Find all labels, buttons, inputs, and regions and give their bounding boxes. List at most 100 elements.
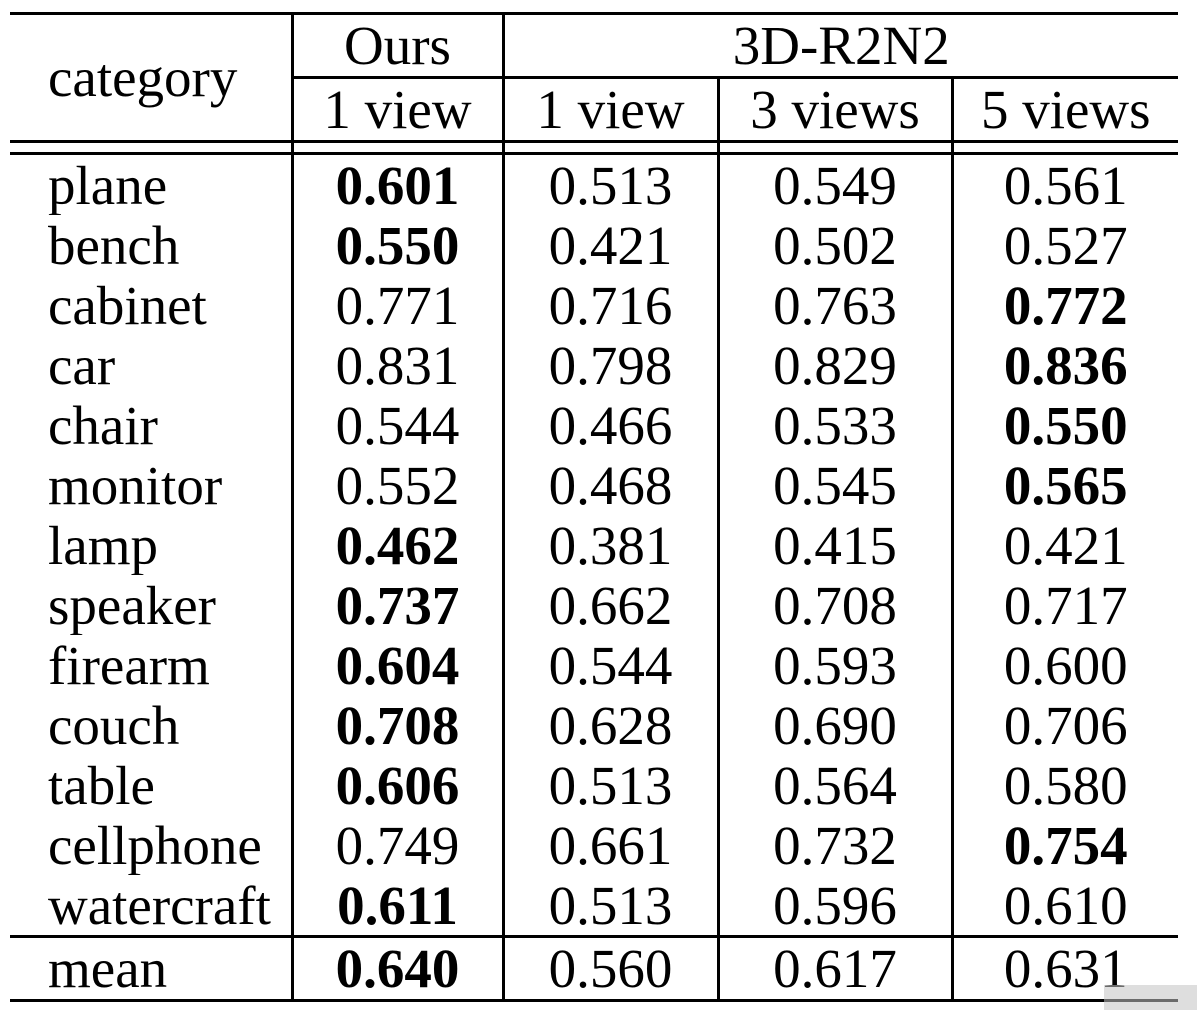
table-row: plane 0.601 0.513 0.549 0.561 — [10, 153, 1179, 215]
table-row: chair 0.544 0.466 0.533 0.550 — [10, 395, 1179, 455]
double-rule-segment — [716, 140, 952, 155]
r2n2-1view-value: 0.513 — [501, 755, 718, 815]
ours-value: 0.550 — [290, 215, 503, 275]
r2n2-5views-value: 0.565 — [950, 455, 1179, 515]
r2n2-3views-value: 0.593 — [716, 635, 952, 695]
category-cell: chair — [48, 395, 158, 455]
r2n2-1view-value: 0.560 — [501, 935, 718, 1001]
r2n2-3views-value: 0.690 — [716, 695, 952, 755]
category-cell: table — [48, 755, 155, 815]
ours-value: 0.544 — [290, 395, 503, 455]
ours-value: 0.831 — [290, 335, 503, 395]
ours-value: 0.552 — [290, 455, 503, 515]
r2n2-1view-value: 0.628 — [501, 695, 718, 755]
header-row-views: 1 view 1 view 3 views 5 views — [10, 77, 1179, 142]
r2n2-1view-value: 0.421 — [501, 215, 718, 275]
r2n2-3views-value: 0.708 — [716, 575, 952, 635]
header-3d-r2n2: 3D-R2N2 — [501, 13, 1179, 79]
r2n2-5views-value: 0.421 — [950, 515, 1179, 575]
r2n2-3views-value: 0.564 — [716, 755, 952, 815]
r2n2-1view-value: 0.513 — [501, 875, 718, 937]
r2n2-5views-value: 0.610 — [950, 875, 1179, 937]
category-cell: mean — [10, 935, 292, 1001]
r2n2-3views-value: 0.617 — [716, 935, 952, 1001]
ours-value: 0.771 — [290, 275, 503, 335]
ours-value: 0.749 — [290, 815, 503, 875]
ours-value: 0.604 — [290, 635, 503, 695]
r2n2-5views-value: 0.600 — [950, 635, 1179, 695]
category-cell: lamp — [48, 515, 158, 575]
double-rule — [10, 140, 1179, 155]
r2n2-5views-value: 0.580 — [950, 755, 1179, 815]
r2n2-5views-value: 0.754 — [950, 815, 1179, 875]
r2n2-3views-value: 0.502 — [716, 215, 952, 275]
r2n2-1view-value: 0.513 — [501, 153, 718, 215]
r2n2-3views-value: 0.596 — [716, 875, 952, 937]
ours-value: 0.606 — [290, 755, 503, 815]
double-rule-segment — [10, 140, 292, 155]
category-cell: couch — [48, 695, 180, 755]
table-row: lamp 0.462 0.381 0.415 0.421 — [10, 515, 1179, 575]
r2n2-3views-value: 0.545 — [716, 455, 952, 515]
r2n2-3views-value: 0.533 — [716, 395, 952, 455]
category-cell: firearm — [48, 635, 210, 695]
r2n2-1view-value: 0.662 — [501, 575, 718, 635]
category-cell: watercraft — [48, 875, 271, 936]
r2n2-3views-value: 0.549 — [716, 153, 952, 215]
double-rule-segment — [290, 140, 503, 155]
r2n2-5views-value: 0.836 — [950, 335, 1179, 395]
r2n2-5views-value: 0.717 — [950, 575, 1179, 635]
double-rule-segment — [950, 140, 1179, 155]
table-row: watercraft 0.611 0.513 0.596 0.610 — [10, 875, 1179, 937]
ours-value: 0.601 — [290, 153, 503, 215]
table-row: firearm 0.604 0.544 0.593 0.600 — [10, 635, 1179, 695]
table-row: table 0.606 0.513 0.564 0.580 — [10, 755, 1179, 815]
ours-value: 0.640 — [290, 935, 503, 1001]
category-cell: cellphone — [48, 815, 262, 875]
subheader-r2n2-5views: 5 views — [950, 77, 1179, 142]
table-row: speaker 0.737 0.662 0.708 0.717 — [10, 575, 1179, 635]
ours-value: 0.462 — [290, 515, 503, 575]
category-cell: monitor — [48, 455, 223, 515]
r2n2-1view-value: 0.544 — [501, 635, 718, 695]
r2n2-1view-value: 0.716 — [501, 275, 718, 335]
ours-value: 0.708 — [290, 695, 503, 755]
ours-value: 0.737 — [290, 575, 503, 635]
header-ours: Ours — [290, 13, 503, 79]
results-table: category Ours 3D-R2N2 1 view 1 view 3 vi… — [10, 12, 1179, 1002]
r2n2-3views-value: 0.415 — [716, 515, 952, 575]
r2n2-1view-value: 0.381 — [501, 515, 718, 575]
category-cell: car — [48, 335, 116, 395]
mean-row: mean 0.640 0.560 0.617 0.631 — [10, 935, 1179, 1001]
subheader-r2n2-3views: 3 views — [716, 77, 952, 142]
table-row: cabinet 0.771 0.716 0.763 0.772 — [10, 275, 1179, 335]
r2n2-3views-value: 0.732 — [716, 815, 952, 875]
r2n2-1view-value: 0.468 — [501, 455, 718, 515]
header-row-groups: category Ours 3D-R2N2 — [10, 13, 1179, 105]
subheader-r2n2-1view: 1 view — [501, 77, 718, 142]
table-row: bench 0.550 0.421 0.502 0.527 — [10, 215, 1179, 275]
double-rule-segment — [501, 140, 718, 155]
table-row: couch 0.708 0.628 0.690 0.706 — [10, 695, 1179, 755]
category-cell: cabinet — [48, 275, 207, 335]
r2n2-3views-value: 0.763 — [716, 275, 952, 335]
category-cell: bench — [48, 215, 180, 275]
category-cell: speaker — [48, 575, 216, 635]
r2n2-1view-value: 0.466 — [501, 395, 718, 455]
r2n2-5views-value: 0.772 — [950, 275, 1179, 335]
scan-shadow-artifact — [1104, 985, 1197, 1010]
r2n2-5views-value: 0.550 — [950, 395, 1179, 455]
table-row: cellphone 0.749 0.661 0.732 0.754 — [10, 815, 1179, 875]
table-row: monitor 0.552 0.468 0.545 0.565 — [10, 455, 1179, 515]
r2n2-1view-value: 0.798 — [501, 335, 718, 395]
r2n2-5views-value: 0.527 — [950, 215, 1179, 275]
r2n2-1view-value: 0.661 — [501, 815, 718, 875]
subheader-ours-1view: 1 view — [290, 77, 503, 142]
r2n2-3views-value: 0.829 — [716, 335, 952, 395]
ours-value: 0.611 — [290, 875, 503, 937]
category-cell: plane — [48, 154, 168, 215]
r2n2-5views-value: 0.706 — [950, 695, 1179, 755]
table-row: car 0.831 0.798 0.829 0.836 — [10, 335, 1179, 395]
r2n2-5views-value: 0.561 — [950, 153, 1179, 215]
